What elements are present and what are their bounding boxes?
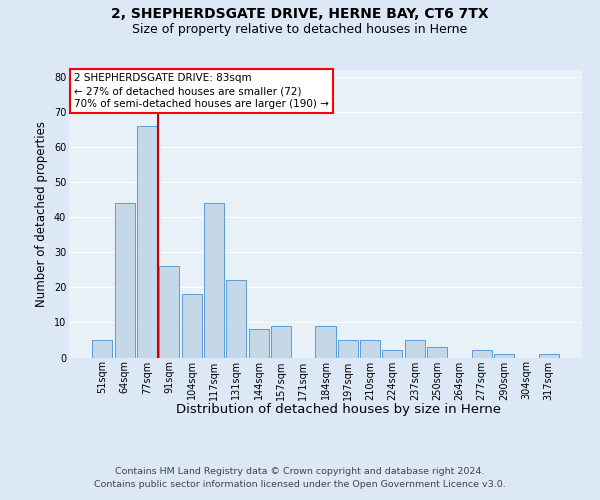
Bar [159, 266, 179, 358]
Bar [360, 340, 380, 357]
Bar [427, 347, 447, 358]
Bar [137, 126, 157, 358]
Text: Contains HM Land Registry data © Crown copyright and database right 2024.
Contai: Contains HM Land Registry data © Crown c… [94, 468, 506, 489]
Bar [494, 354, 514, 358]
Bar [382, 350, 403, 358]
Text: 2, SHEPHERDSGATE DRIVE, HERNE BAY, CT6 7TX: 2, SHEPHERDSGATE DRIVE, HERNE BAY, CT6 7… [111, 8, 489, 22]
Y-axis label: Number of detached properties: Number of detached properties [35, 120, 48, 306]
Text: 2 SHEPHERDSGATE DRIVE: 83sqm
← 27% of detached houses are smaller (72)
70% of se: 2 SHEPHERDSGATE DRIVE: 83sqm ← 27% of de… [74, 73, 329, 110]
Bar [316, 326, 335, 358]
Bar [472, 350, 492, 358]
Text: Size of property relative to detached houses in Herne: Size of property relative to detached ho… [133, 22, 467, 36]
Bar [182, 294, 202, 358]
Text: Distribution of detached houses by size in Herne: Distribution of detached houses by size … [176, 402, 502, 415]
Bar [226, 280, 246, 357]
Bar [405, 340, 425, 357]
Bar [539, 354, 559, 358]
Bar [204, 203, 224, 358]
Bar [338, 340, 358, 357]
Bar [248, 330, 269, 357]
Bar [92, 340, 112, 357]
Bar [271, 326, 291, 358]
Bar [115, 203, 135, 358]
